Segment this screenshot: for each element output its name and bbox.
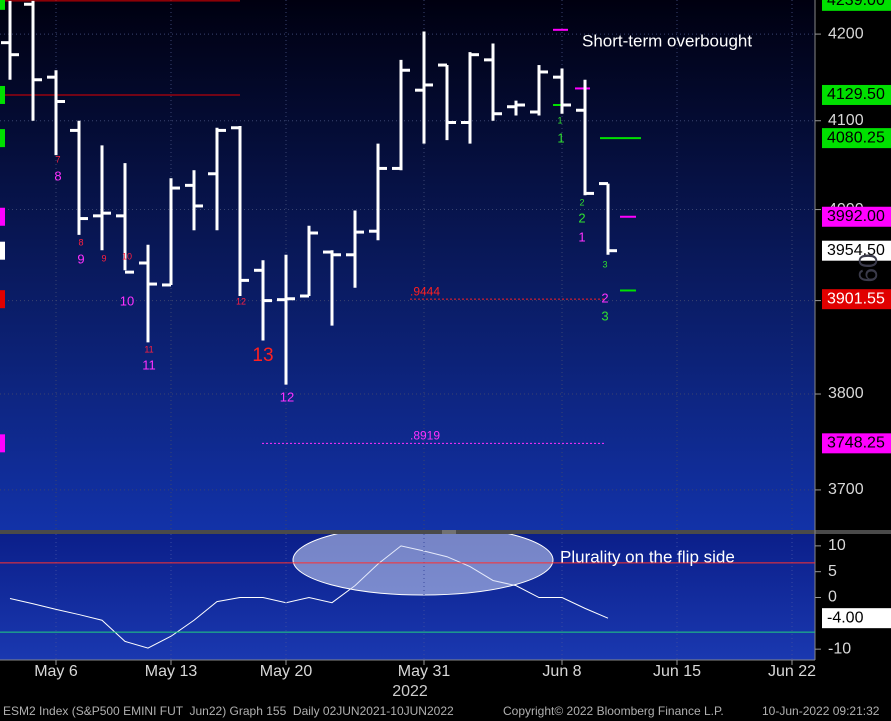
price-label: 4239.00 (827, 0, 885, 9)
x-tick-label: May 6 (34, 663, 78, 680)
footer-left: ESM2 Index (S&P500 EMINI FUT Jun22) Grap… (3, 704, 454, 718)
y-tick-label: -10 (828, 640, 851, 657)
panel-separator (0, 530, 891, 534)
td-count: 2 (579, 197, 584, 207)
annotation: Short-term overbought (582, 31, 752, 50)
td-count: 9 (101, 253, 106, 263)
td-count: 1 (557, 130, 564, 145)
y-tick-label: 5 (828, 563, 837, 580)
x-tick-label: Jun 22 (768, 663, 816, 680)
td-count: 12 (280, 389, 294, 404)
last-value-box (822, 608, 891, 629)
watermark: 60 (853, 254, 883, 283)
x-tick-label: May 20 (260, 663, 313, 680)
td-count: 12 (236, 296, 246, 306)
td-count: 3 (602, 259, 607, 269)
td-count: 8 (78, 237, 83, 247)
td-count: 1 (578, 229, 585, 244)
td-count: 10 (120, 293, 134, 308)
td-count: 9 (77, 251, 84, 266)
td-count: 11 (144, 344, 153, 354)
td-count: 2 (601, 290, 608, 305)
y-tick-label: 3800 (828, 385, 864, 402)
highlight-ellipse (292, 534, 554, 596)
fib-label: .9444 (410, 284, 440, 298)
x-tick-label: Jun 8 (542, 663, 581, 680)
main-panel (0, 0, 815, 530)
y-tick-label: 0 (828, 589, 837, 606)
y-tick-label: 10 (828, 537, 846, 554)
left-marker (0, 207, 5, 226)
x-year-label: 2022 (392, 683, 428, 700)
price-label-box (822, 289, 891, 310)
x-tick-label: May 31 (398, 663, 451, 680)
x-tick-label: Jun 15 (653, 663, 701, 680)
price-label-box (822, 0, 891, 11)
price-label: 3954.50 (827, 242, 885, 259)
left-marker (0, 85, 5, 104)
left-marker (0, 290, 5, 309)
annotation: Plurality on the flip side (560, 547, 735, 566)
price-label: 4080.25 (827, 129, 885, 146)
x-tick-label: May 13 (145, 663, 198, 680)
price-label-box (822, 240, 891, 261)
td-count: 10 (122, 251, 132, 261)
left-marker (0, 434, 5, 453)
lower-plot (0, 534, 815, 660)
td-count: 13 (252, 345, 273, 366)
td-count: 3 (601, 308, 608, 323)
left-marker (0, 0, 5, 10)
left-marker (0, 129, 5, 148)
price-label-box (822, 128, 891, 149)
td-count: 2 (578, 210, 585, 225)
fib-label: .8919 (410, 429, 440, 443)
left-marker (0, 241, 5, 260)
y-tick-label: 4100 (828, 112, 864, 129)
price-label-box (822, 84, 891, 105)
price-label: 3992.00 (827, 208, 885, 225)
y-tick-label: 3700 (828, 481, 864, 498)
footer-copyright: Copyright© 2022 Bloomberg Finance L.P. (503, 704, 724, 718)
td-count: 7 (55, 154, 60, 164)
price-label: 3748.25 (827, 435, 885, 452)
y-tick-label: 4200 (828, 25, 864, 42)
td-count: 11 (142, 357, 156, 372)
price-label-box (822, 433, 891, 454)
td-count: 8 (54, 168, 61, 183)
price-label-box (822, 206, 891, 227)
last-value-label: -4.00 (827, 609, 864, 626)
price-label: 4129.50 (827, 86, 885, 103)
price-label: 3901.55 (827, 290, 885, 307)
footer-timestamp: 10-Jun-2022 09:21:32 (762, 704, 880, 718)
td-count: 1 (557, 115, 562, 125)
